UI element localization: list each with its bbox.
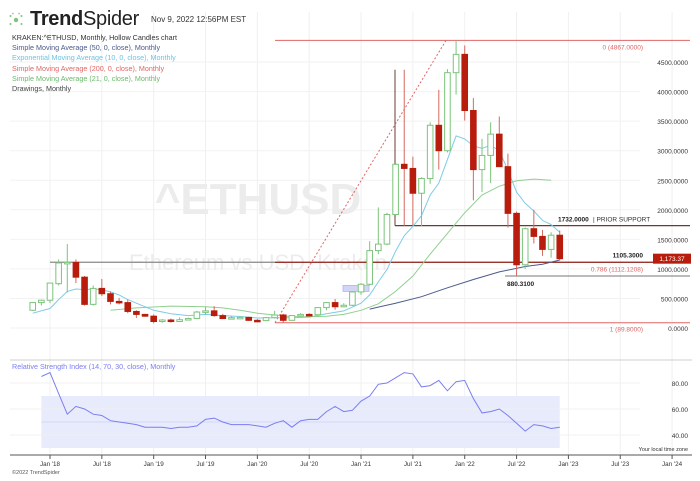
svg-text:0 (4867.0000): 0 (4867.0000): [603, 44, 643, 51]
spider-logo-icon: [9, 12, 23, 25]
time-tick: Jan '24: [662, 461, 683, 468]
price-annotations: 0 (4867.0000) 1732.0000 | PRIOR SUPPORT 110…: [507, 44, 650, 333]
time-tick: Jan '22: [455, 461, 476, 468]
svg-text:1105.3000: 1105.3000: [613, 252, 644, 259]
watermark-symbol: ^ETHUSD: [155, 175, 362, 224]
time-tick: Jul '22: [508, 461, 527, 468]
time-tick: Jul '23: [611, 461, 630, 468]
last-price-label: 1,173.37: [659, 256, 685, 263]
timestamp: Nov 9, 2022 12:56PM EST: [150, 15, 247, 24]
header: TrendSpider Nov 9, 2022 12:56PM EST: [8, 8, 246, 31]
time-tick: Jan '23: [558, 461, 579, 468]
svg-text:1732.0000: 1732.0000: [558, 217, 589, 224]
time-tick: Jul '20: [300, 461, 319, 468]
legend-item-ema10[interactable]: Exponential Moving Average (10, 0, close…: [12, 53, 176, 63]
svg-text:| PRIOR SUPPORT: | PRIOR SUPPORT: [593, 217, 650, 224]
chart-title: KRAKEN:^ETHUSD, Monthly, Hollow Candles …: [12, 33, 178, 42]
time-tick: Jan '19: [144, 461, 165, 468]
legend-item-drawings[interactable]: Drawings, Monthly: [12, 84, 72, 94]
rsi-tick: 40.00: [672, 433, 689, 440]
legend-item-sma21[interactable]: Simple Moving Average (21, 0, close), Mo…: [12, 73, 161, 83]
price-tick: 4500.0000: [657, 60, 688, 67]
time-tick: Jul '21: [404, 461, 423, 468]
grid-lines: [10, 12, 673, 455]
sma50-line: [369, 259, 560, 310]
price-tick: 0.0000: [668, 326, 688, 333]
time-tick: Jan '21: [351, 461, 372, 468]
price-axis[interactable]: 4500.0000 4000.0000 3500.0000 3000.0000 2500…: [653, 60, 691, 333]
price-tick: 3000.0000: [657, 149, 688, 156]
price-tick: 500.0000: [661, 296, 688, 303]
svg-text:880.3100: 880.3100: [507, 281, 534, 288]
brand-light: Spider: [82, 8, 139, 30]
time-tick: Jul '18: [93, 461, 112, 468]
rsi-title[interactable]: Relative Strength Index (14, 70, 30, clo…: [12, 362, 176, 371]
timezone-label: Your local time zone: [638, 447, 688, 453]
drawings-layer: [50, 39, 690, 324]
rsi-tick: 60.00: [672, 407, 689, 414]
svg-text:1 (89.8000): 1 (89.8000): [610, 327, 643, 334]
svg-text:0.786 (1112.1208): 0.786 (1112.1208): [591, 266, 643, 273]
sma21-line: [110, 178, 552, 318]
time-tick: Jul '19: [197, 461, 216, 468]
rsi-line: [41, 371, 560, 432]
chart-legend: KRAKEN:^ETHUSD, Monthly, Hollow Candles …: [12, 33, 177, 94]
legend-item-sma50[interactable]: Simple Moving Average (50, 0, close), Mo…: [12, 43, 161, 53]
last-price-badge: [653, 253, 691, 264]
price-tick: 4000.0000: [657, 90, 688, 97]
rsi-tick: 80.00: [672, 381, 689, 388]
price-tick: 2500.0000: [657, 178, 688, 185]
rsi-panel: 80.00 60.00 40.00: [10, 359, 692, 448]
time-tick: Jan '18: [40, 461, 61, 468]
price-tick: 1000.0000: [657, 267, 688, 274]
copyright: ©2022 TrendSpider: [12, 470, 60, 476]
brand-bold: Trend: [30, 8, 83, 30]
price-tick: 2000.0000: [657, 208, 688, 215]
legend-item-sma200[interactable]: Simple Moving Average (200, 0, close), M…: [12, 63, 165, 73]
candles: [29, 40, 564, 324]
price-tick: 1500.0000: [657, 237, 688, 244]
time-axis[interactable]: Jan '18 Jul '18 Jan '19 Jul '19 Jan '20 Jul '…: [10, 454, 692, 468]
watermark: ^ETHUSD Ethereum vs USD, Kraken: [129, 175, 387, 275]
brand-logo: TrendSpider: [30, 8, 139, 31]
time-tick: Jan '20: [247, 461, 268, 468]
price-tick: 3500.0000: [657, 119, 688, 126]
